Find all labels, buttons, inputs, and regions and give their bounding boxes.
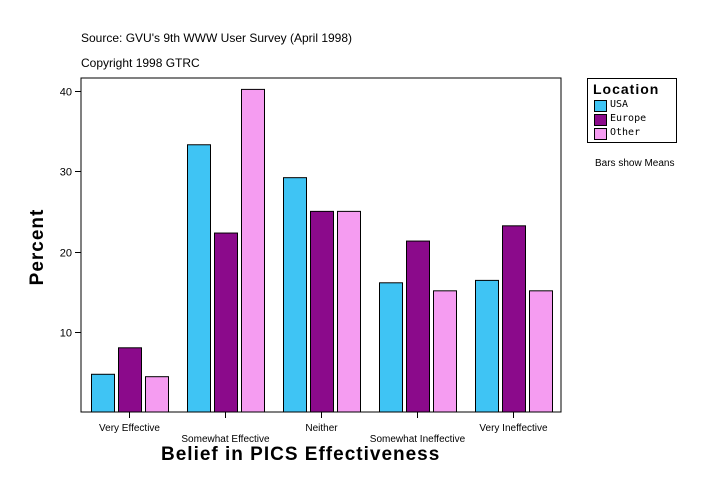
legend-title: Location — [593, 81, 660, 97]
y-tick-label-10: 10 — [60, 328, 72, 340]
legend: Location USA Europe Other — [587, 78, 677, 143]
source-line: Source: GVU's 9th WWW User Survey (April… — [81, 31, 353, 45]
legend-label-usa: USA — [610, 99, 629, 110]
x-tick-label-4: Very Ineffective — [479, 423, 548, 434]
y-tick-label-30: 30 — [60, 167, 72, 179]
y-tick-label-40: 40 — [60, 87, 72, 99]
bar-europe-4 — [502, 225, 526, 413]
bar-usa-4 — [475, 279, 499, 413]
legend-swatch-europe — [594, 114, 607, 126]
bar-other-3 — [433, 290, 457, 413]
bar-europe-1 — [214, 232, 238, 413]
bar-usa-0 — [91, 373, 115, 413]
bar-usa-1 — [187, 144, 211, 413]
bar-europe-3 — [406, 240, 430, 413]
x-axis-label: Belief in PICS Effectiveness — [161, 444, 441, 465]
legend-swatch-usa — [594, 100, 607, 112]
bar-other-4 — [529, 290, 553, 413]
bar-other-2 — [337, 210, 361, 413]
bars-note: Bars show Means — [595, 158, 675, 169]
legend-label-other: Other — [610, 127, 641, 138]
legend-label-europe: Europe — [610, 113, 647, 124]
bar-other-1 — [241, 88, 265, 413]
bar-europe-2 — [310, 210, 334, 413]
x-tick-label-3: Somewhat Ineffective — [370, 434, 466, 445]
y-axis-label: Percent — [27, 208, 48, 286]
bar-usa-3 — [379, 282, 403, 413]
y-tick-label-20: 20 — [60, 248, 72, 260]
bar-other-0 — [145, 376, 169, 413]
legend-swatch-other — [594, 128, 607, 140]
bar-usa-2 — [283, 177, 307, 413]
x-tick-label-1: Somewhat Effective — [181, 434, 270, 445]
x-tick-label-2: Neither — [305, 423, 338, 434]
x-tick-label-0: Very Effective — [99, 423, 160, 434]
bar-europe-0 — [118, 347, 142, 413]
copyright-line: Copyright 1998 GTRC — [81, 56, 200, 70]
